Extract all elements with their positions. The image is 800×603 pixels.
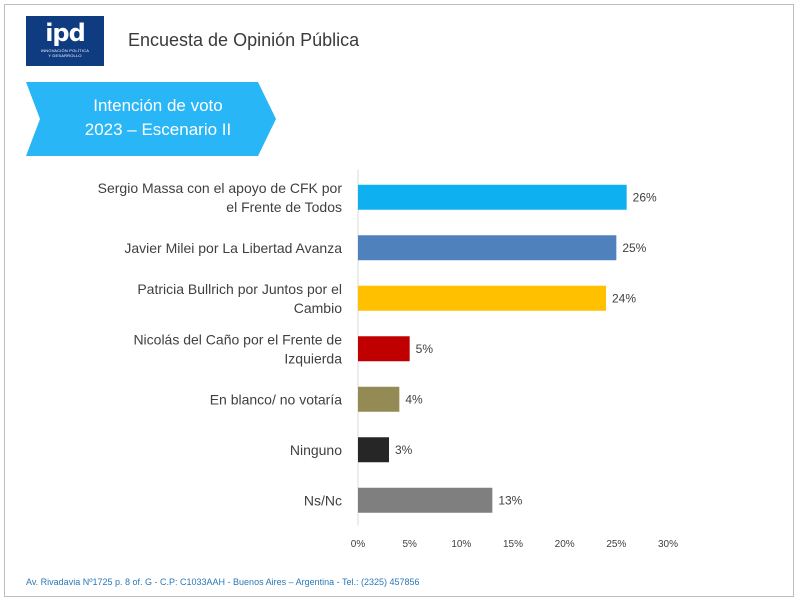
x-tick-label-6: 30%: [658, 539, 678, 550]
value-label-0: 26%: [633, 190, 657, 204]
category-label-3-0: Nicolás del Caño por el Frente de: [133, 331, 342, 347]
logo-subtitle-line-2: y Desarrollo: [48, 53, 82, 58]
category-label-2-0: Patricia Bullrich por Juntos por el: [137, 281, 342, 297]
banner-title: Intención de voto 2023 – Escenario II: [58, 94, 258, 142]
x-tick-label-1: 5%: [402, 539, 417, 550]
x-tick-label-5: 25%: [606, 539, 626, 550]
bar-3: [358, 336, 410, 362]
category-label-5-0: Ninguno: [290, 442, 342, 458]
page-title: Encuesta de Opinión Pública: [128, 30, 360, 50]
banner-line-2: 2023 – Escenario II: [84, 120, 232, 139]
vote-intention-chart: 26% Sergio Massa con el apoyo de CFK por e…: [98, 170, 678, 550]
logo-subtitle: Innovación Política y Desarrollo: [26, 48, 104, 58]
value-label-3: 5%: [416, 342, 434, 356]
bar-1: [358, 235, 617, 261]
value-label-2: 24%: [612, 291, 636, 305]
footer-address: Av. Rivadavia Nº1725 p. 8 of. G - C.P: C…: [26, 577, 420, 587]
category-label-4-0: En blanco/ no votaría: [210, 391, 343, 407]
scenario-banner: Intención de voto 2023 – Escenario II: [26, 82, 276, 156]
bar-5: [358, 437, 389, 463]
value-label-1: 25%: [622, 241, 646, 255]
bar-0: [358, 184, 627, 210]
bar-2: [358, 285, 606, 311]
category-label-6-0: Ns/Nc: [304, 492, 342, 508]
x-tick-label-3: 15%: [503, 539, 523, 550]
category-label-0-1: el Frente de Todos: [226, 199, 342, 215]
ipd-logo: ipd Innovación Política y Desarrollo: [26, 16, 104, 66]
banner-line-1: Intención de voto: [93, 96, 223, 115]
category-label-1-0: Javier Milei por La Libertad Avanza: [124, 240, 342, 256]
logo-subtitle-line-1: Innovación Política: [40, 48, 90, 53]
value-label-6: 13%: [498, 493, 522, 507]
bar-4: [358, 386, 400, 412]
category-label-2-1: Cambio: [294, 300, 342, 316]
value-label-5: 3%: [395, 443, 413, 457]
bar-6: [358, 487, 493, 513]
value-label-4: 4%: [405, 392, 423, 406]
category-label-0-0: Sergio Massa con el apoyo de CFK por: [98, 180, 343, 196]
x-tick-label-4: 20%: [555, 539, 575, 550]
banner-arrow-shape: [26, 82, 276, 156]
x-tick-label-2: 10%: [451, 539, 471, 550]
logo-text: ipd: [45, 19, 86, 47]
category-label-3-1: Izquierda: [284, 350, 342, 366]
x-tick-label-0: 0%: [351, 539, 366, 550]
